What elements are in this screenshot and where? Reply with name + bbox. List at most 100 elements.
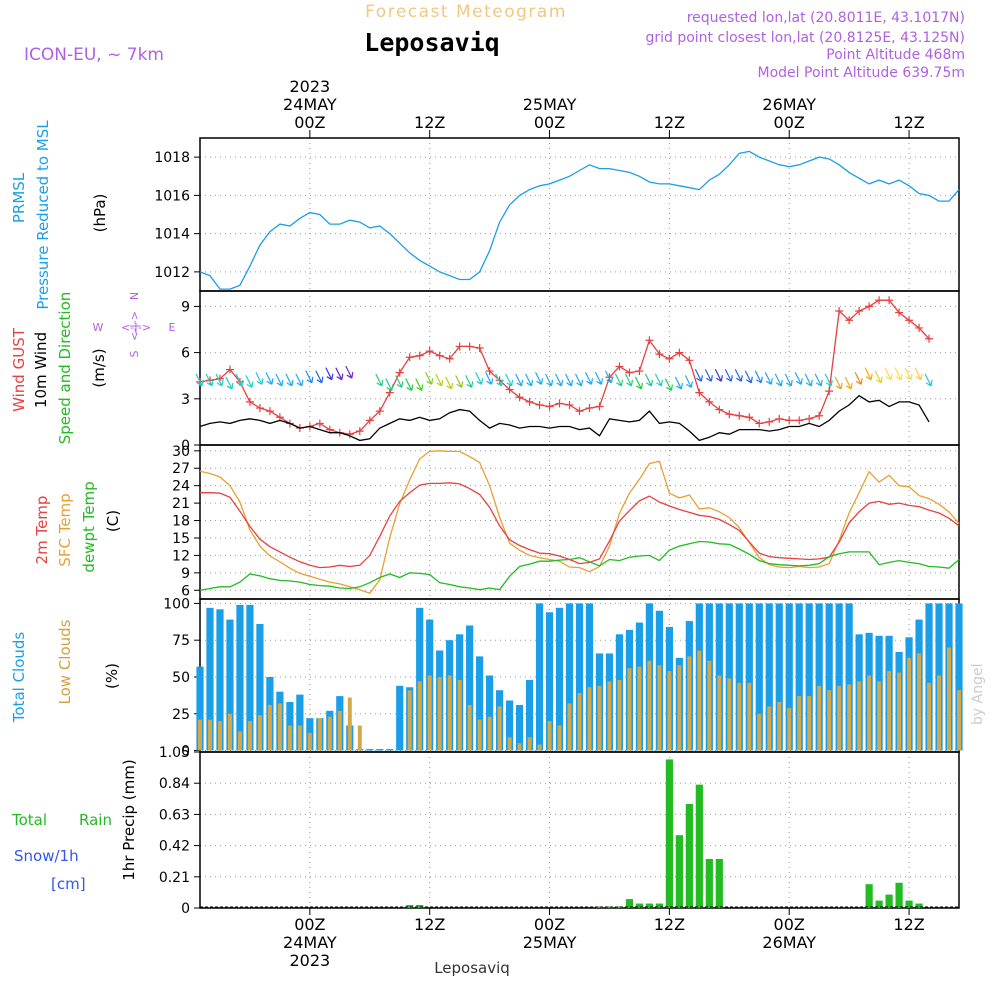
gust-marker [765,417,774,426]
gust-marker [265,407,274,416]
wind-arrow [804,373,813,387]
plot-layer: 1012101410161018036969121518212427300255… [154,77,963,970]
pressure-line [199,150,960,290]
wind-arrow [834,376,843,390]
low-cloud-bar [887,671,892,751]
total-cloud-bar [575,603,584,751]
temp-ytick-label: 24 [172,479,190,495]
gust-marker [415,351,424,360]
gust-marker [925,334,934,343]
total-cloud-bar [955,603,963,751]
wind-arrow [425,372,434,385]
total-cloud-bar [525,679,534,751]
temp-ytick-label: 9 [181,566,190,582]
pressure-labels: PRMSL Pressure Reduced to MSL (hPa) [10,120,109,310]
total-cloud-bar [256,624,264,751]
gust-marker [665,354,674,363]
low-cloud-bar [198,719,202,751]
low-cloud-bar [457,679,462,751]
precip-ytick-label: 0.84 [159,776,190,792]
low-cloud-bar [817,685,822,751]
low-cloud-bar [707,660,712,751]
wind-arrow [495,373,504,387]
bottom-xtick-label-1-0: 12Z [414,915,445,934]
bottom-xtick-label-4-1: 26MAY [762,933,816,952]
gust-marker [395,368,404,377]
total-cloud-bar [206,607,214,751]
low-cloud-bar [867,675,872,751]
precip-bar [705,858,713,908]
total-cloud-bar [775,603,783,751]
precip-ytick-label: 0 [181,901,190,917]
wind-arrow [814,373,823,387]
wind-arrow [684,375,693,388]
low-cloud-bar [917,653,922,751]
low-cloud-bar [587,687,592,751]
low-cloud-bar [327,716,332,751]
bottom-xtick-label-3-0: 12Z [654,915,685,934]
bottom-xtick-label-0-0: 00Z [294,915,325,934]
low-cloud-bar [407,690,412,751]
gust-marker [485,367,494,376]
low-cloud-bar [787,707,792,751]
gust-marker [575,407,584,416]
gust-marker [915,323,924,332]
pressure-ytick-label: 1014 [154,227,190,243]
precip-bar [875,900,883,908]
gust-marker [735,411,744,420]
precip-bar [895,882,903,908]
gust-marker [345,430,354,439]
low-cloud-bar [907,657,912,751]
precip-ytick-label: 1.05 [159,745,190,761]
low-cloud-bar [427,675,432,751]
low-cloud-bar [667,671,672,751]
total-cloud-bar [815,603,823,751]
grid-coords: grid point closest lon,lat (20.8125E, 43… [645,30,965,46]
low-cloud-bar [257,715,262,751]
compass-n: N [128,292,141,300]
wind-arrow [584,372,594,385]
temp-labels: 2m Temp SFC Temp dewpt Temp (C) [33,481,122,572]
low-cloud-bar [647,660,652,751]
wind-arrow [794,372,803,385]
total-cloud-bar [296,694,304,751]
precip-bar [675,835,683,908]
wind-arrow [624,373,634,387]
wind-arrow [634,376,644,390]
low-cloud-bar [717,675,722,751]
temp-label-1: SFC Temp [56,493,74,566]
t2m-line [200,482,960,569]
wind-arrow [435,373,444,387]
gust-marker [425,347,434,356]
low-cloud-bar [617,679,622,751]
low-cloud-bar [277,703,282,751]
low-cloud-bar [347,697,352,751]
wind-arrow [385,378,394,391]
wind-arrow [864,367,873,381]
total-cloud-bar [476,656,484,751]
wind-arrow [475,372,484,385]
low-cloud-bar [417,681,422,751]
low-cloud-bar [627,668,632,751]
precip-bar [406,905,414,908]
wind-arrow [325,367,334,381]
low-cloud-bar [657,665,662,751]
compass-s: S [128,350,141,357]
precip-bar [645,903,654,908]
pressure-label-1: Pressure Reduced to MSL [34,120,52,310]
wind-arrow [295,373,304,387]
gust-marker [565,400,574,409]
wind-arrow [744,370,753,384]
wind-arrow [455,375,464,388]
top-xtick-label-1-0: 12Z [414,113,445,132]
wind-arrow [694,368,703,382]
sfc-temp-line [199,450,960,594]
low-cloud-bar [217,721,222,751]
compass-arrows-horiz: <-|-> [121,321,151,334]
total-cloud-bar [246,604,254,751]
low-cloud-bar [507,737,512,751]
low-cloud-bar [947,647,951,751]
gust-marker [745,413,754,422]
precip-label-rain: Rain [79,811,112,829]
